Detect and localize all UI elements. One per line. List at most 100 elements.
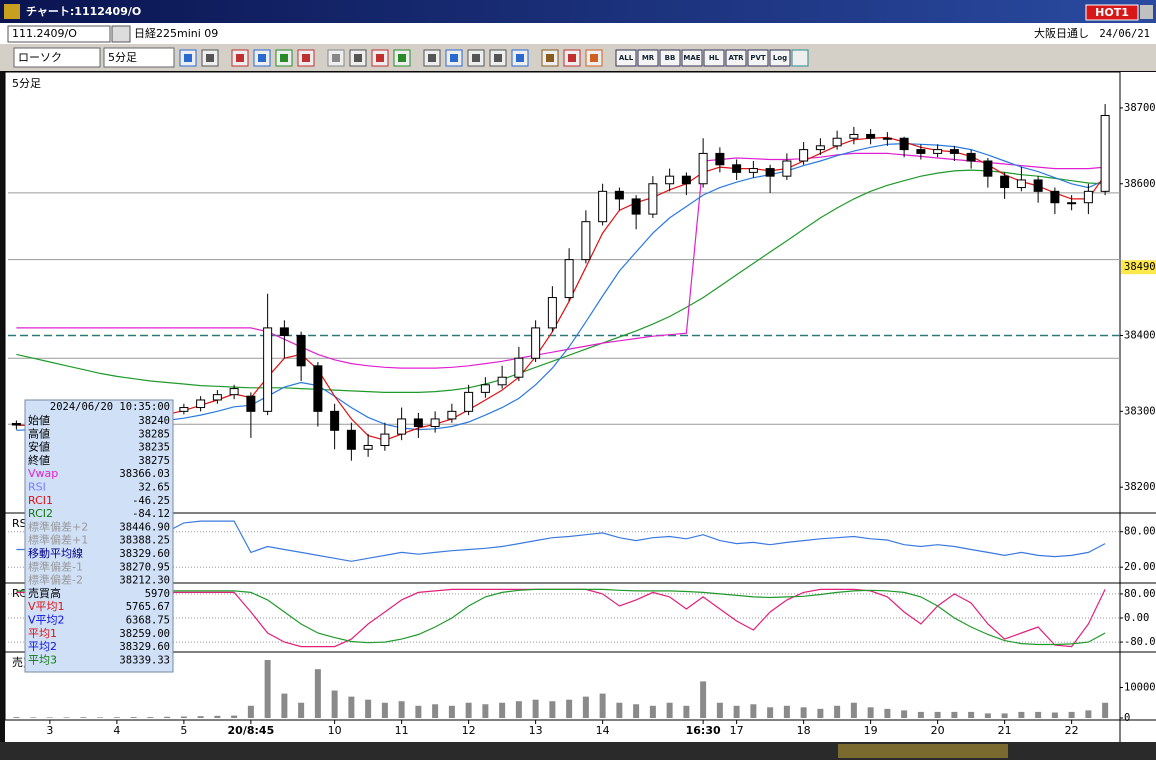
info-label: 標準偏差-2 bbox=[28, 573, 83, 587]
toolbar-icon-glyph[interactable] bbox=[376, 54, 384, 62]
toolbar-button[interactable] bbox=[681, 49, 703, 67]
info-label: V平均1 bbox=[28, 600, 65, 613]
toolbar-icon-glyph[interactable] bbox=[354, 54, 362, 62]
chart-area bbox=[5, 72, 1156, 742]
toolbar-icon-glyph[interactable] bbox=[398, 54, 406, 62]
candle-body bbox=[849, 133, 859, 139]
candle-body bbox=[480, 384, 490, 393]
x-tick-label: 22 bbox=[1065, 724, 1079, 737]
toolbar-button-label[interactable]: PVT bbox=[750, 54, 766, 62]
toolbar-button-label[interactable]: HL bbox=[709, 54, 720, 62]
hot-button[interactable] bbox=[1085, 4, 1139, 21]
indicator-line bbox=[16, 152, 1106, 369]
toolbar-button[interactable] bbox=[615, 49, 637, 67]
info-label: Vwap bbox=[28, 467, 58, 480]
volume-bar bbox=[549, 701, 556, 718]
info-label: 移動平均線 bbox=[28, 546, 83, 560]
info-value: 38212.30 bbox=[119, 575, 170, 587]
x-tick-label: 21 bbox=[998, 724, 1012, 737]
timeframe-select[interactable] bbox=[103, 47, 175, 68]
volume-bar bbox=[465, 702, 472, 718]
chart-type[interactable]: ローソク bbox=[18, 51, 62, 64]
volume-bar bbox=[850, 702, 857, 718]
candle-body bbox=[581, 221, 591, 261]
volume-bar bbox=[1068, 711, 1075, 718]
candle-body bbox=[1000, 175, 1010, 189]
toolbar-icon-glyph[interactable] bbox=[236, 54, 244, 62]
header-bar bbox=[0, 23, 1156, 44]
volume-bar bbox=[800, 707, 807, 718]
info-value: -84.12 bbox=[132, 508, 170, 520]
y-tick-label: 80.00 bbox=[1124, 588, 1156, 600]
toolbar-button-label[interactable]: MR bbox=[642, 54, 655, 62]
toolbar-icon-glyph[interactable] bbox=[280, 54, 288, 62]
volume-bar bbox=[13, 717, 20, 718]
toolbar-button[interactable] bbox=[659, 49, 681, 67]
date: 24/06/21 bbox=[1099, 28, 1150, 40]
volume-bar bbox=[716, 702, 723, 718]
toolbar-icon-glyph[interactable] bbox=[546, 54, 554, 62]
toolbar-button[interactable] bbox=[769, 49, 791, 67]
candle-body bbox=[866, 133, 876, 139]
toolbar-icon[interactable] bbox=[791, 49, 809, 67]
toolbar-icon-glyph[interactable] bbox=[332, 54, 340, 62]
toolbar-icon-glyph[interactable] bbox=[494, 54, 502, 62]
toolbar-icon-glyph[interactable] bbox=[450, 54, 458, 62]
timeframe[interactable]: 5分足 bbox=[108, 51, 137, 64]
symbol-dropdown[interactable] bbox=[111, 25, 131, 43]
candle-body bbox=[1033, 179, 1043, 192]
volume-bar bbox=[264, 660, 271, 718]
toolbar-button-label[interactable]: BB bbox=[665, 54, 676, 62]
toolbar-button-label[interactable]: Log bbox=[773, 54, 787, 62]
candle-body bbox=[782, 160, 792, 177]
toolbar-icon-glyph[interactable] bbox=[206, 54, 214, 62]
volume-bar bbox=[113, 717, 120, 718]
candle-body bbox=[598, 190, 608, 223]
volume-bar bbox=[30, 717, 37, 718]
toolbar-button[interactable] bbox=[703, 49, 725, 67]
volume-bar bbox=[482, 704, 489, 718]
toolbar-icon-glyph[interactable] bbox=[258, 54, 266, 62]
volume-bar bbox=[515, 701, 522, 718]
info-value: 38329.60 bbox=[119, 641, 170, 653]
toolbar-button-label[interactable]: ATR bbox=[728, 54, 744, 62]
toolbar-icon-glyph[interactable] bbox=[590, 54, 598, 62]
symbol-input[interactable] bbox=[7, 25, 111, 43]
toolbar-icon-glyph[interactable] bbox=[516, 54, 524, 62]
y-tick-label: 20.00 bbox=[1124, 561, 1156, 573]
volume-bar bbox=[1035, 711, 1042, 718]
toolbar-icon-glyph[interactable] bbox=[428, 54, 436, 62]
toolbar-button[interactable] bbox=[637, 49, 659, 67]
volume-bar bbox=[499, 702, 506, 718]
x-tick-label: 18 bbox=[797, 724, 811, 737]
volume-bar bbox=[532, 699, 539, 718]
toolbar-button-label[interactable]: ALL bbox=[619, 54, 634, 62]
candle-body bbox=[614, 190, 624, 200]
toolbar-button-label[interactable]: MAE bbox=[683, 54, 700, 62]
scroll-thumb[interactable] bbox=[838, 744, 1008, 758]
hot-button-label[interactable]: HOT1 bbox=[1095, 6, 1129, 19]
candle-body bbox=[765, 168, 775, 177]
toolbar-button[interactable] bbox=[747, 49, 769, 67]
volume-bar bbox=[381, 702, 388, 718]
toolbar-icon-glyph[interactable] bbox=[472, 54, 480, 62]
info-value: 38275 bbox=[138, 455, 170, 467]
info-value: 38240 bbox=[138, 415, 170, 427]
info-value: 38259.00 bbox=[119, 628, 170, 640]
chart-type-select[interactable] bbox=[13, 47, 101, 68]
toolbar-icon-glyph[interactable] bbox=[568, 54, 576, 62]
close-button[interactable] bbox=[1140, 5, 1153, 19]
volume-bar bbox=[783, 705, 790, 718]
candle-body bbox=[681, 175, 691, 185]
info-value: 6368.75 bbox=[126, 615, 170, 627]
toolbar-icon-glyph[interactable] bbox=[184, 54, 192, 62]
candle-body bbox=[464, 391, 474, 412]
symbol[interactable]: 111.2409/O bbox=[12, 27, 77, 40]
volume-bar bbox=[1018, 711, 1025, 718]
volume-bar bbox=[63, 717, 70, 718]
candle-body bbox=[531, 327, 541, 359]
toolbar-button[interactable] bbox=[725, 49, 747, 67]
toolbar-icon-glyph[interactable] bbox=[302, 54, 310, 62]
plot: 5分足 38700 38600 38400 38300 38200 38490 3 4 5 20/8… bbox=[4, 71, 1156, 742]
